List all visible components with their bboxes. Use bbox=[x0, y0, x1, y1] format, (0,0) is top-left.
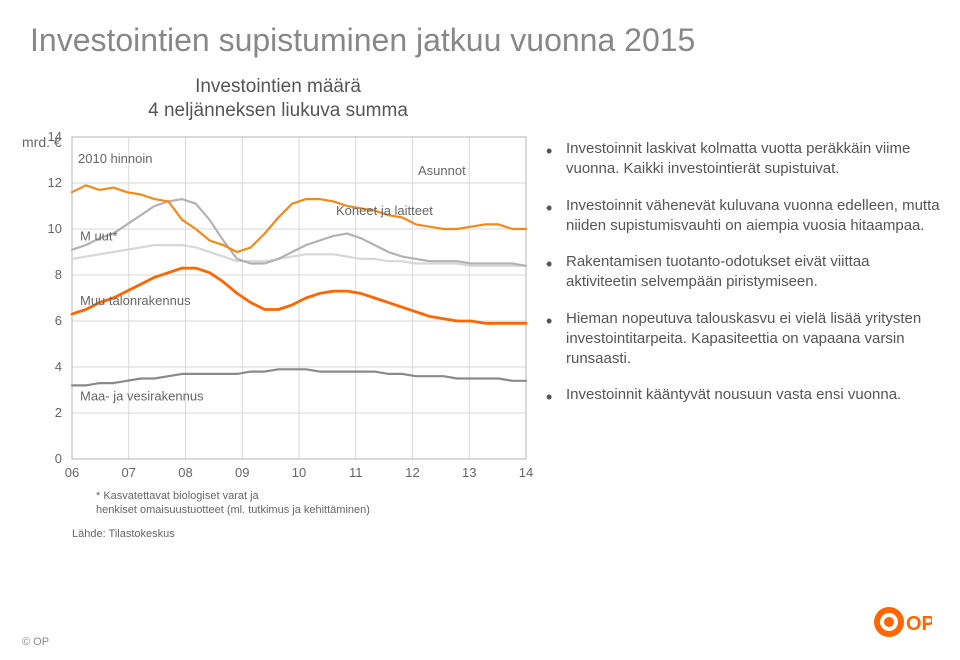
label-muu-talon: Muu talonrakennus bbox=[80, 292, 191, 307]
op-logo: OP bbox=[872, 605, 932, 644]
label-koneet: Koneet ja laitteet bbox=[336, 203, 433, 218]
svg-text:09: 09 bbox=[235, 465, 249, 480]
svg-text:6: 6 bbox=[55, 313, 62, 328]
svg-text:12: 12 bbox=[405, 465, 419, 480]
svg-text:mrd. €: mrd. € bbox=[22, 134, 62, 150]
svg-text:10: 10 bbox=[292, 465, 306, 480]
chart-note: henkiset omaisuustuotteet (ml. tutkimus … bbox=[96, 504, 370, 516]
bullet-item: Rakentamisen tuotanto-odotukset eivät vi… bbox=[546, 252, 942, 293]
svg-text:08: 08 bbox=[178, 465, 192, 480]
svg-text:14: 14 bbox=[519, 465, 533, 480]
bullet-item: Investoinnit kääntyvät nousuun vasta ens… bbox=[546, 385, 942, 405]
svg-text:11: 11 bbox=[349, 465, 363, 480]
bullet-item: Investoinnit vähenevät kuluvana vuonna e… bbox=[546, 196, 942, 237]
svg-text:12: 12 bbox=[48, 175, 62, 190]
chart-source: Lähde: Tilastokeskus bbox=[72, 528, 175, 540]
chart-note: * Kasvatettavat biologiset varat ja bbox=[96, 490, 260, 502]
svg-text:0: 0 bbox=[55, 451, 62, 466]
svg-text:2010 hinnoin: 2010 hinnoin bbox=[78, 151, 152, 166]
svg-text:06: 06 bbox=[65, 465, 79, 480]
svg-text:4: 4 bbox=[55, 359, 62, 374]
bullet-list: Investoinnit laskivat kolmatta vuotta pe… bbox=[538, 69, 942, 564]
chart-heading-line1: Investointien määrä bbox=[195, 76, 361, 97]
chart-heading-line2: 4 neljänneksen liukuva summa bbox=[148, 100, 408, 121]
footer-copyright: © OP bbox=[22, 636, 49, 648]
svg-text:8: 8 bbox=[55, 267, 62, 282]
label-maa-vesi: Maa- ja vesirakennus bbox=[80, 388, 204, 403]
label-asunnot: Asunnot bbox=[418, 162, 466, 177]
bullet-item: Hieman nopeutuva talouskasvu ei vielä li… bbox=[546, 309, 942, 370]
svg-text:OP: OP bbox=[906, 613, 932, 635]
svg-text:10: 10 bbox=[48, 221, 62, 236]
bullet-item: Investoinnit laskivat kolmatta vuotta pe… bbox=[546, 139, 942, 180]
chart-container: Investointien määrä 4 neljänneksen liuku… bbox=[18, 69, 538, 564]
line-chart: 02468101214060708091011121314mrd. €2010 … bbox=[18, 129, 538, 559]
label-muut: M uut* bbox=[80, 228, 118, 243]
svg-text:13: 13 bbox=[462, 465, 476, 480]
page-title: Investointien supistuminen jatkuu vuonna… bbox=[0, 0, 960, 69]
svg-text:07: 07 bbox=[122, 465, 136, 480]
chart-heading: Investointien määrä 4 neljänneksen liuku… bbox=[18, 75, 538, 123]
svg-text:2: 2 bbox=[55, 405, 62, 420]
